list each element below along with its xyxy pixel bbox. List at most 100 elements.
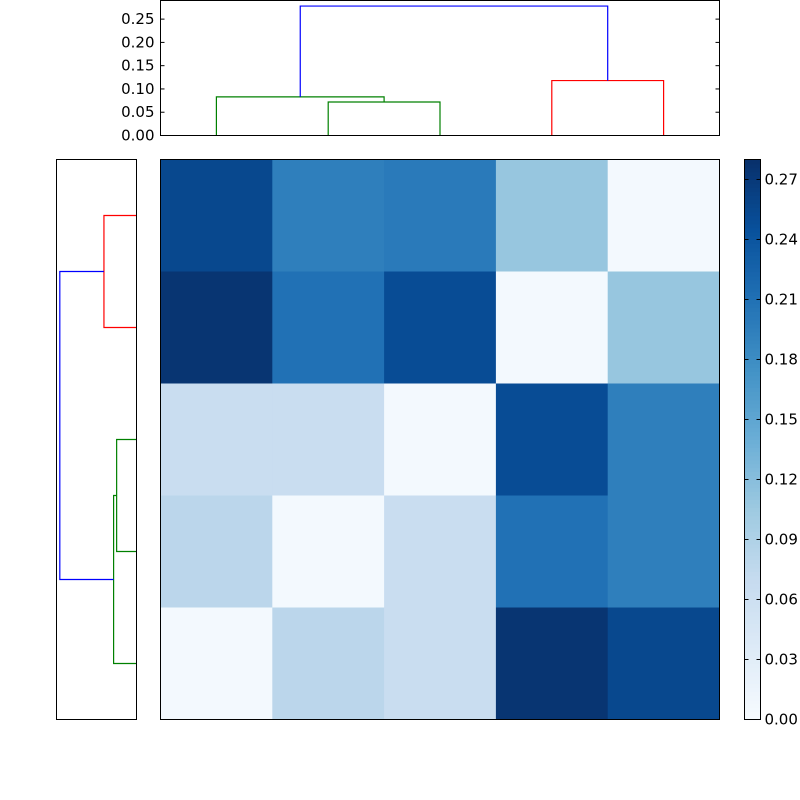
colorbar-segment — [744, 263, 761, 269]
left-dendrogram-link — [103, 214, 137, 329]
colorbar-segment — [744, 607, 761, 613]
heatmap-panel — [160, 159, 720, 720]
heatmap-cell — [607, 495, 720, 608]
colorbar-segment — [744, 503, 761, 509]
colorbar-segment — [744, 195, 761, 201]
colorbar-segment — [744, 223, 761, 229]
colorbar-segment — [744, 227, 761, 233]
colorbar-segment — [744, 667, 761, 673]
colorbar-segment — [744, 219, 761, 225]
colorbar-segment — [744, 535, 761, 541]
colorbar-segment — [744, 159, 761, 165]
colorbar-segment — [744, 695, 761, 701]
colorbar-segment — [744, 271, 761, 277]
colorbar-segment — [744, 555, 761, 561]
colorbar-segment — [744, 651, 761, 657]
colorbar-segment — [744, 419, 761, 425]
heatmap-cell — [495, 159, 609, 272]
colorbar-segment — [744, 255, 761, 261]
heatmap-cell — [607, 271, 720, 384]
colorbar-segment — [744, 615, 761, 621]
colorbar-segment — [744, 623, 761, 629]
colorbar-segment — [744, 467, 761, 473]
colorbar-segment — [744, 491, 761, 497]
colorbar-segment — [744, 427, 761, 433]
heatmap-cell — [272, 159, 385, 272]
top-dendrogram-frame — [160, 0, 720, 136]
heatmap-cell — [495, 607, 609, 720]
colorbar-segment — [744, 403, 761, 409]
top-dendrogram-link — [551, 79, 665, 136]
colorbar-segment — [744, 519, 761, 525]
colorbar-segment — [744, 335, 761, 341]
colorbar-tick-label: 0.15 — [765, 411, 798, 429]
colorbar-segment — [744, 683, 761, 689]
heatmap-cell — [495, 271, 609, 384]
left-dendrogram-panel — [56, 159, 137, 720]
colorbar-segment — [744, 355, 761, 361]
colorbar-tick-label: 0.00 — [765, 711, 798, 729]
heatmap-cell — [607, 383, 720, 496]
colorbar-segment — [744, 483, 761, 489]
colorbar-segment — [744, 411, 761, 417]
top-dendrogram-tick-label: 0.25 — [121, 10, 154, 28]
colorbar-frame — [744, 159, 761, 720]
colorbar-segment — [744, 451, 761, 457]
colorbar-segment — [744, 487, 761, 493]
colorbar-segment — [744, 551, 761, 557]
colorbar-segment — [744, 559, 761, 565]
colorbar-segment — [744, 475, 761, 481]
colorbar-segment — [744, 639, 761, 645]
colorbar-segment — [744, 707, 761, 713]
colorbar-segment — [744, 611, 761, 617]
colorbar-segment — [744, 311, 761, 317]
heatmap-cell — [160, 383, 273, 496]
colorbar-segment — [744, 443, 761, 449]
colorbar-segment — [744, 339, 761, 345]
colorbar-segment — [744, 655, 761, 661]
colorbar-segment — [744, 343, 761, 349]
colorbar-segment — [744, 699, 761, 705]
heatmap-cell — [495, 383, 609, 496]
colorbar-segment — [744, 359, 761, 365]
colorbar-segment — [744, 399, 761, 405]
heatmap-cell — [384, 159, 497, 272]
colorbar-segment — [744, 167, 761, 173]
colorbar-segment — [744, 455, 761, 461]
colorbar-tick-label: 0.21 — [765, 291, 798, 309]
colorbar-segment — [744, 379, 761, 385]
colorbar-segment — [744, 395, 761, 401]
top-dendrogram-links — [215, 5, 665, 136]
colorbar-tick-label: 0.12 — [765, 471, 798, 489]
colorbar-segment — [744, 203, 761, 209]
colorbar-segment — [744, 463, 761, 469]
colorbar-segment — [744, 207, 761, 213]
colorbar-segment — [744, 247, 761, 253]
colorbar-segment — [744, 259, 761, 265]
colorbar-segment — [744, 215, 761, 221]
colorbar-segment — [744, 499, 761, 505]
colorbar-segment — [744, 163, 761, 169]
top-dendrogram-panel: 0.00 0.05 0.10 0.15 0.20 0.25 — [121, 0, 720, 145]
colorbar-segment — [744, 171, 761, 177]
top-dendrogram-tick-label: 0.20 — [121, 33, 154, 51]
colorbar-segment — [744, 439, 761, 445]
colorbar-segment — [744, 347, 761, 353]
colorbar-segment — [744, 711, 761, 717]
colorbar-segment — [744, 703, 761, 709]
colorbar-panel: 0.00 0.03 0.06 0.09 0.12 0.15 0.18 0.21 0.24 0.27 — [744, 159, 798, 729]
colorbar-segment — [744, 435, 761, 441]
colorbar-segment — [744, 531, 761, 537]
colorbar-segment — [744, 243, 761, 249]
heatmap-cell — [272, 271, 385, 384]
colorbar-segment — [744, 575, 761, 581]
colorbar-tick-label: 0.06 — [765, 591, 798, 609]
colorbar-segment — [744, 587, 761, 593]
colorbar-tick-label: 0.18 — [765, 351, 798, 369]
colorbar-segment — [744, 331, 761, 337]
colorbar-segment — [744, 543, 761, 549]
colorbar-segment — [744, 675, 761, 681]
colorbar-segment — [744, 323, 761, 329]
heatmap-cell — [384, 607, 497, 720]
left-dendrogram-links — [59, 214, 137, 665]
